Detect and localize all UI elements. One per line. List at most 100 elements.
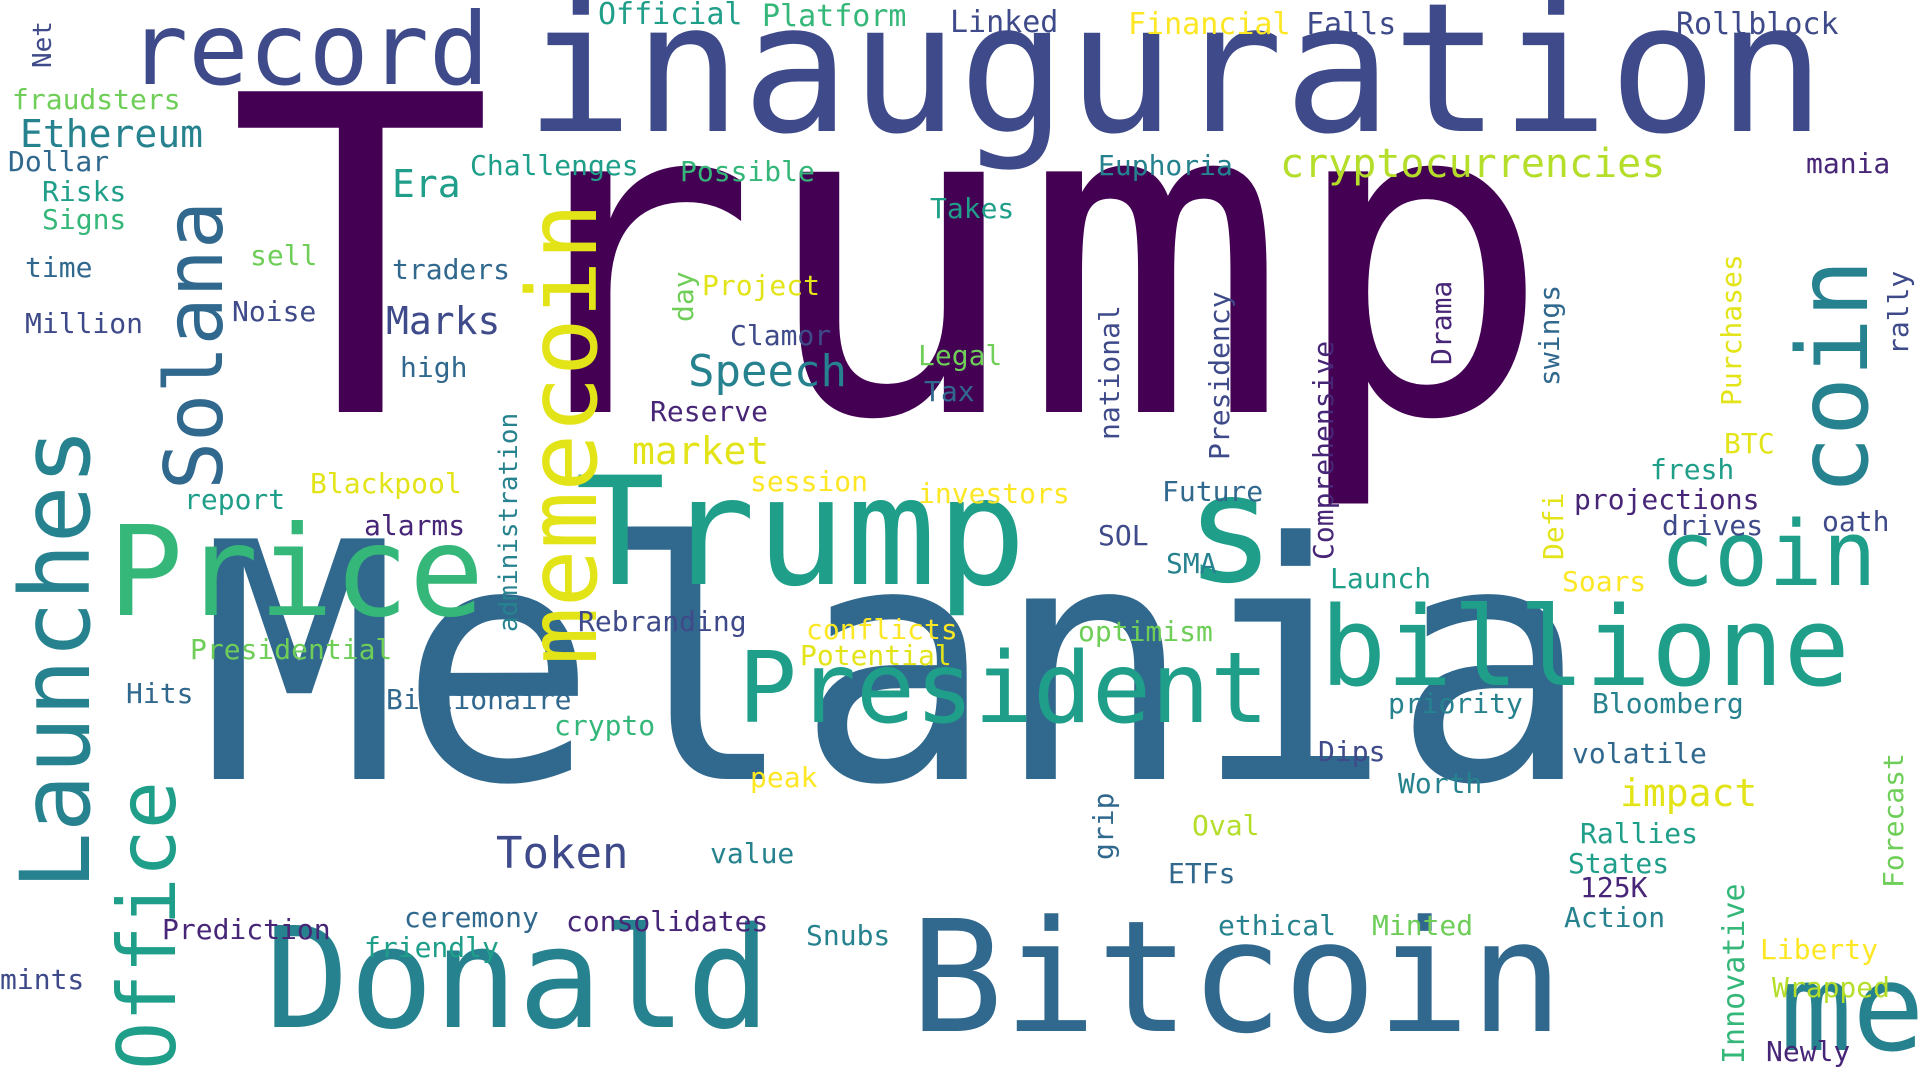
word: market — [632, 429, 770, 473]
word: Presidential — [190, 633, 393, 666]
word: Clamor — [730, 319, 832, 352]
word: Financial — [1128, 7, 1291, 42]
word: impact — [1620, 771, 1758, 815]
word: Trump — [575, 446, 1027, 620]
word: alarms — [364, 509, 466, 542]
word: peak — [750, 761, 818, 794]
word: Ethereum — [20, 112, 204, 156]
word: Worth — [1398, 767, 1483, 800]
word: priority — [1388, 687, 1523, 720]
word: Rebranding — [578, 605, 747, 638]
word: oath — [1822, 505, 1890, 538]
word: Marks — [386, 299, 501, 343]
word: Comprehensive — [1307, 340, 1340, 560]
word: Purchases — [1715, 254, 1748, 406]
word: Million — [25, 307, 144, 340]
word: Defi — [1537, 492, 1570, 560]
word: Forecast — [1877, 753, 1910, 888]
word: SMA — [1166, 547, 1217, 580]
word: Snubs — [806, 919, 891, 952]
word: Melania — [200, 473, 1591, 857]
word: volatile — [1572, 737, 1707, 770]
word: President — [738, 632, 1270, 746]
word: Presidency — [1203, 291, 1236, 460]
word: Donald — [265, 898, 771, 1061]
word: Euphoria — [1098, 149, 1233, 182]
word: rally — [1882, 270, 1915, 355]
word: Falls — [1306, 7, 1397, 42]
word: Speech — [688, 346, 847, 397]
word: crypto — [554, 709, 656, 742]
word: administration — [494, 412, 524, 632]
word: mania — [1806, 147, 1891, 180]
word: Platform — [762, 0, 907, 34]
word: Official — [598, 0, 743, 32]
word: Prediction — [162, 913, 331, 946]
word: fraudsters — [12, 83, 181, 116]
word: Token — [496, 828, 629, 879]
word: cryptocurrencies — [1280, 141, 1666, 187]
word: friendly — [364, 931, 499, 964]
word: Oval — [1192, 809, 1260, 842]
word: Solana — [148, 201, 241, 490]
word: Drama — [1425, 280, 1458, 365]
word: Bloomberg — [1592, 687, 1744, 720]
word: Action — [1564, 901, 1666, 934]
word: Trump — [228, 4, 1553, 516]
word: Bitcoin — [910, 887, 1564, 1068]
word: mints — [0, 963, 85, 996]
word: Wrapped — [1772, 971, 1891, 1004]
word: traders — [392, 253, 511, 286]
word: optimism — [1078, 615, 1213, 648]
word: Dollar — [8, 145, 110, 178]
word: Legal — [918, 339, 1003, 372]
word: Reserve — [650, 395, 769, 428]
word: consolidates — [566, 905, 769, 938]
word: Future — [1162, 475, 1264, 508]
word: Newly — [1766, 1035, 1851, 1068]
word: sell — [250, 239, 318, 272]
word: Net — [28, 21, 58, 68]
word: Dips — [1318, 735, 1386, 768]
word: Liberty — [1760, 933, 1879, 966]
word: Potential — [800, 639, 952, 672]
word: national — [1093, 305, 1126, 440]
word: Rallies — [1580, 817, 1699, 850]
word: report — [184, 483, 286, 516]
word: 125K — [1580, 871, 1648, 904]
word: Launch — [1330, 562, 1432, 595]
word: SOL — [1098, 519, 1149, 552]
word: Price — [108, 500, 485, 645]
word: high — [400, 351, 468, 384]
word: Hits — [126, 677, 194, 710]
word: ETFs — [1168, 857, 1236, 890]
word: s — [1185, 443, 1276, 617]
word: billione — [1320, 583, 1850, 711]
word: coin — [1660, 502, 1877, 607]
word: Risks — [42, 175, 127, 208]
word r90: meme — [1780, 940, 1920, 1079]
word: Noise — [232, 295, 317, 328]
word: investors — [918, 477, 1070, 510]
word: Era — [392, 162, 461, 206]
word: Soars — [1562, 565, 1647, 598]
word: Minted — [1372, 909, 1474, 942]
word: swings — [1533, 284, 1566, 386]
word: Tax — [924, 375, 975, 408]
word: ethical — [1218, 909, 1337, 942]
word: Signs — [42, 203, 127, 236]
word: Blackpool — [310, 467, 462, 500]
word: fresh — [1650, 453, 1735, 486]
word: drives — [1662, 509, 1764, 542]
word: Possible — [680, 155, 815, 188]
word: Linked — [950, 5, 1059, 40]
word: projections — [1574, 483, 1760, 516]
word: inauguration — [525, 0, 1826, 174]
word: Challenges — [470, 149, 639, 182]
word: memecoin — [507, 202, 619, 665]
word: Innovative — [1717, 883, 1752, 1064]
word: grip — [1087, 792, 1120, 860]
word: time — [25, 251, 93, 284]
word: value — [710, 837, 795, 870]
